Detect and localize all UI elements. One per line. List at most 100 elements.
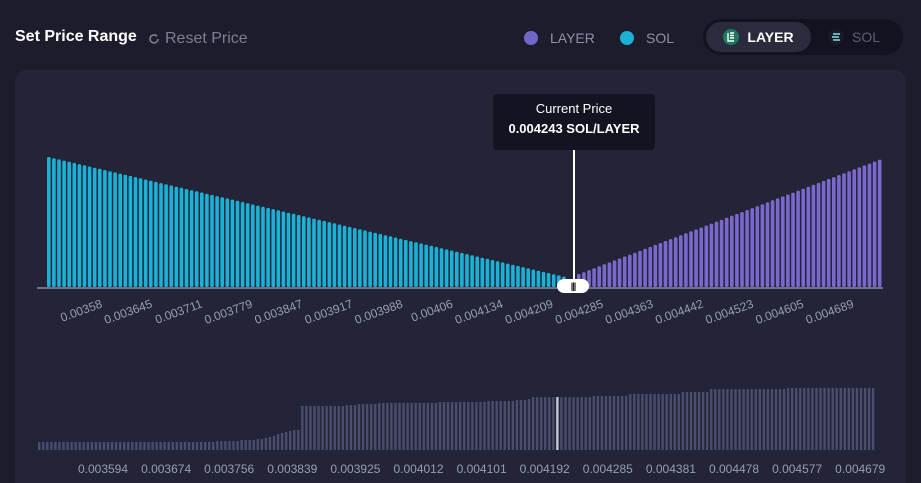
overview-bar [38,442,41,450]
overview-bar [819,388,822,450]
legend-layer: LAYER [524,30,595,46]
overview-bar [758,389,761,450]
x-tick-label: 0.004363 [603,297,655,327]
layer-liquidity-bar [862,165,867,287]
overview-bar [531,397,535,450]
overview-bar [799,388,802,450]
sol-liquidity-bar [332,223,337,287]
overview-tick-label: 0.003839 [267,462,318,476]
x-tick-label: 0.004285 [553,297,605,327]
overview-bar [187,442,191,450]
overview-bar [803,388,806,450]
layer-liquidity-bar [643,248,647,287]
sol-liquidity-bar [322,220,326,287]
sol-liquidity-bar [215,196,219,287]
sol-liquidity-bar [302,216,306,287]
sol-liquidity-bar [240,202,245,287]
overview-bar [608,396,612,450]
sol-liquidity-bar [337,224,342,287]
overview-bar [98,442,102,450]
overview-bar [487,401,490,450]
sol-liquidity-bar [368,231,372,287]
overview-bar [863,388,867,450]
overview-bar [394,403,397,450]
overview-tick-label: 0.003594 [77,462,129,476]
overview-bar [442,402,446,450]
overview-bar [507,401,510,450]
overview-bar [167,442,170,450]
overview-bar [523,400,527,450]
price-range-handle[interactable]: ||| [557,279,589,293]
overview-tick-label: 0.004285 [582,462,633,476]
overview-bar [754,389,757,450]
overview-bar [600,396,604,450]
overview-bar [811,388,814,450]
layer-liquidity-bar [745,210,749,287]
layer-liquidity-bar [781,196,785,287]
overview-bar [410,403,413,450]
sol-liquidity-bar [72,162,77,287]
overview-bar [260,439,264,450]
layer-liquidity-bar [638,250,642,287]
overview-bar [750,389,753,450]
layer-liquidity-bar [663,241,668,287]
x-tick-label: 0.00358 [58,297,104,325]
current-price-label: Current Price [535,101,613,116]
overview-bar [438,402,442,450]
overview-bar [199,442,203,450]
reset-price-button[interactable]: Reset Price [148,30,248,48]
overview-bar [212,442,215,450]
overview-bar [483,402,486,450]
layer-liquidity-bar [842,173,846,287]
overview-x-axis: 0.003594 0.003674 0.003756 0.003839 0.003925… [0,462,921,478]
overview-bar [641,394,644,450]
sol-liquidity-bar [82,165,87,287]
overview-bar [831,388,834,450]
overview-tick-label: 0.004381 [645,462,696,476]
overview-bar [596,396,600,450]
layer-liquidity-bar [653,244,658,287]
sol-liquidity-bar [261,206,265,287]
overview-bar [815,388,818,450]
toggle-sol-button[interactable]: SOL [828,22,898,52]
layer-liquidity-bar [816,182,821,287]
overview-bar [382,403,385,450]
overview-bar [616,396,620,450]
x-tick-label: 0.004209 [503,297,555,327]
sol-liquidity-bar [500,262,505,287]
layer-liquidity-bar [633,252,637,287]
sol-liquidity-bar [393,237,398,287]
sol-liquidity-bar [103,170,107,287]
toggle-layer-button[interactable]: LAYER [706,22,811,52]
sol-liquidity-bar [118,173,122,287]
overview-bar [171,442,174,450]
sol-liquidity-bar [506,263,510,287]
layer-liquidity-bar [709,223,714,287]
overview-tick-label: 0.004192 [519,462,570,476]
sol-liquidity-bar [220,197,224,287]
x-tick-label: 0.003711 [153,297,204,327]
overview-bar [450,402,454,450]
x-tick-label: 0.003779 [202,297,254,327]
sol-liquidity-bar [154,181,158,287]
overview-bar [398,403,401,450]
sol-liquidity-bar [286,212,291,287]
sol-liquidity-bar [531,269,536,287]
sol-liquidity-bar [87,166,92,287]
sol-liquidity-bar [444,249,449,287]
layer-liquidity-bar [806,186,811,287]
overview-bar [86,442,89,450]
overview-bar [224,441,227,450]
x-tick-label: 0.004689 [804,297,856,327]
sol-liquidity-bar [536,270,541,287]
overview-bar [406,403,409,450]
overview-bar [535,397,539,450]
sol-liquidity-bar [327,222,332,287]
overview-bar [280,433,284,450]
sol-liquidity-bar [235,200,240,287]
overview-bar [823,388,826,450]
overview-bar [272,436,276,450]
overview-bar [313,406,316,450]
sol-liquidity-bar [245,203,250,287]
